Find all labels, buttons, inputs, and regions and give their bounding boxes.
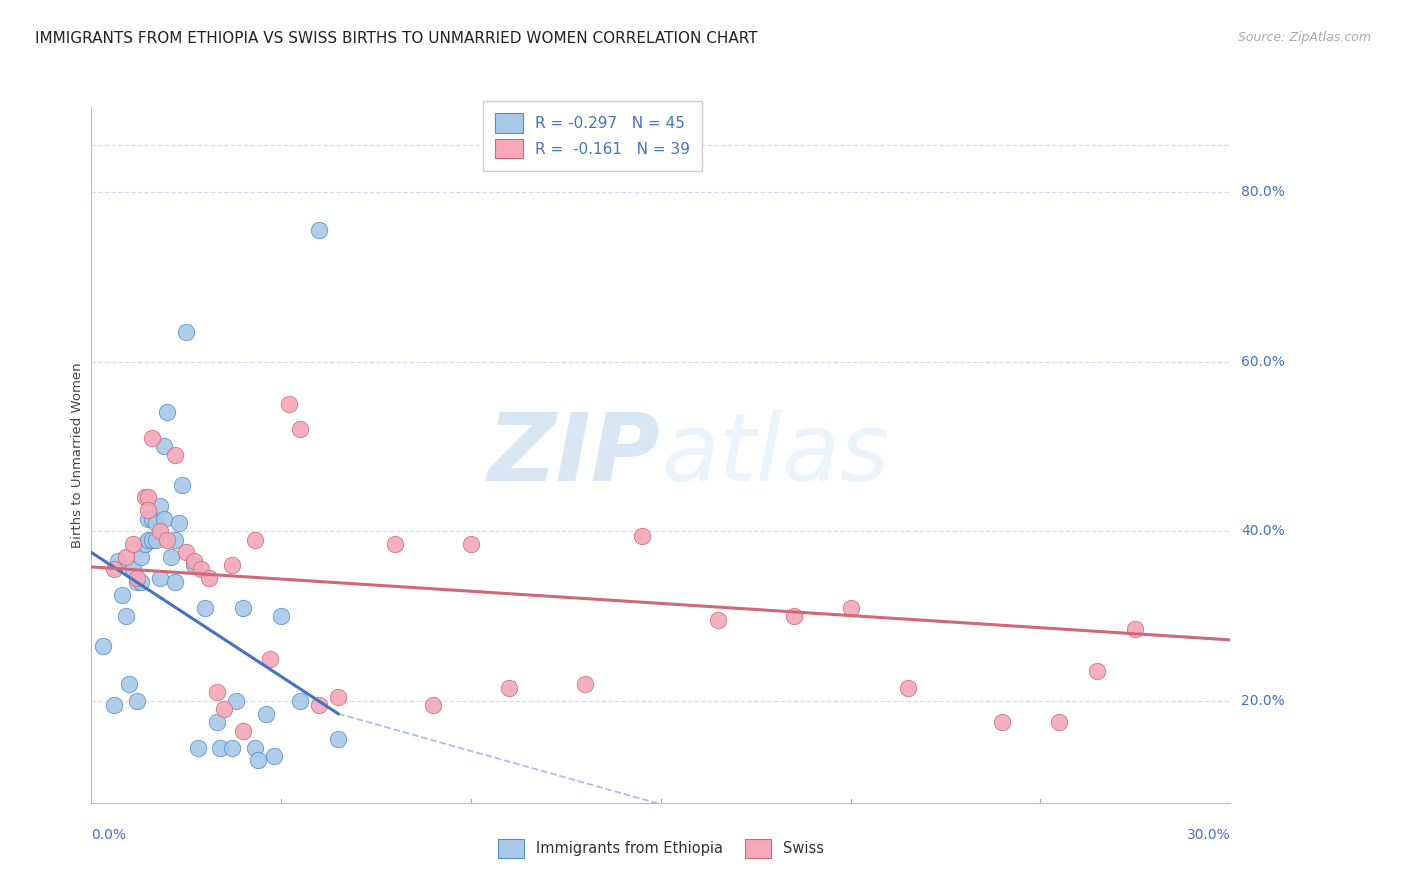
Point [149, 499, 172, 513]
Point [194, 600, 217, 615]
Point [221, 740, 243, 755]
Point [214, 702, 236, 716]
Point [205, 685, 228, 699]
Point [183, 558, 205, 573]
Point [125, 575, 148, 590]
Point [1049, 715, 1071, 730]
Point [91, 639, 114, 653]
Point [991, 715, 1014, 730]
Text: 60.0%: 60.0% [1241, 355, 1285, 368]
Point [138, 491, 160, 505]
Text: atlas: atlas [661, 409, 889, 500]
Point [141, 511, 163, 525]
Point [277, 397, 299, 411]
Text: 20.0%: 20.0% [1241, 694, 1285, 708]
Point [163, 533, 186, 547]
Point [782, 609, 804, 624]
Point [198, 571, 221, 585]
Point [149, 524, 172, 539]
Point [290, 422, 312, 436]
Point [134, 491, 156, 505]
Point [630, 528, 652, 542]
Point [259, 651, 281, 665]
Point [225, 694, 247, 708]
Point [498, 681, 520, 696]
Point [460, 537, 482, 551]
Point [1087, 665, 1109, 679]
Point [134, 537, 156, 551]
Point [152, 511, 174, 525]
Point [138, 533, 160, 547]
Point [138, 503, 160, 517]
Point [125, 571, 148, 585]
Point [156, 533, 179, 547]
Text: 0.0%: 0.0% [91, 828, 127, 842]
Point [167, 516, 190, 530]
Point [103, 562, 125, 576]
Point [190, 562, 212, 576]
Point [232, 600, 254, 615]
Point [174, 545, 197, 559]
Point [103, 698, 125, 713]
Point [149, 571, 172, 585]
Point [141, 431, 163, 445]
Point [145, 533, 167, 547]
Legend: Immigrants from Ethiopia, Swiss: Immigrants from Ethiopia, Swiss [491, 831, 831, 865]
Text: IMMIGRANTS FROM ETHIOPIA VS SWISS BIRTHS TO UNMARRIED WOMEN CORRELATION CHART: IMMIGRANTS FROM ETHIOPIA VS SWISS BIRTHS… [35, 31, 758, 46]
Point [129, 575, 152, 590]
Point [172, 477, 194, 491]
Point [326, 690, 349, 704]
Point [122, 537, 145, 551]
Point [129, 549, 152, 564]
Point [187, 740, 209, 755]
Point [114, 609, 136, 624]
Point [247, 753, 270, 767]
Point [152, 439, 174, 453]
Point [290, 694, 312, 708]
Text: 30.0%: 30.0% [1187, 828, 1230, 842]
Point [839, 600, 862, 615]
Point [707, 613, 730, 627]
Text: Source: ZipAtlas.com: Source: ZipAtlas.com [1237, 31, 1371, 45]
Text: 80.0%: 80.0% [1241, 185, 1285, 199]
Point [118, 677, 141, 691]
Point [897, 681, 920, 696]
Point [574, 677, 596, 691]
Y-axis label: Births to Unmarried Women: Births to Unmarried Women [72, 362, 84, 548]
Text: 40.0%: 40.0% [1241, 524, 1285, 538]
Point [270, 609, 292, 624]
Point [221, 558, 243, 573]
Point [122, 562, 145, 576]
Point [174, 325, 197, 339]
Point [141, 533, 163, 547]
Point [209, 740, 232, 755]
Point [308, 223, 330, 237]
Point [1125, 622, 1147, 636]
Point [254, 706, 277, 721]
Point [145, 516, 167, 530]
Point [205, 715, 228, 730]
Text: ZIP: ZIP [488, 409, 661, 501]
Point [326, 732, 349, 747]
Point [156, 405, 179, 419]
Point [384, 537, 406, 551]
Point [183, 554, 205, 568]
Point [107, 554, 129, 568]
Point [232, 723, 254, 738]
Point [422, 698, 444, 713]
Point [163, 448, 186, 462]
Point [308, 698, 330, 713]
Point [111, 588, 134, 602]
Point [160, 549, 183, 564]
Point [243, 740, 266, 755]
Point [243, 533, 266, 547]
Point [125, 694, 148, 708]
Point [163, 575, 186, 590]
Point [263, 749, 285, 764]
Point [114, 549, 136, 564]
Point [138, 511, 160, 525]
